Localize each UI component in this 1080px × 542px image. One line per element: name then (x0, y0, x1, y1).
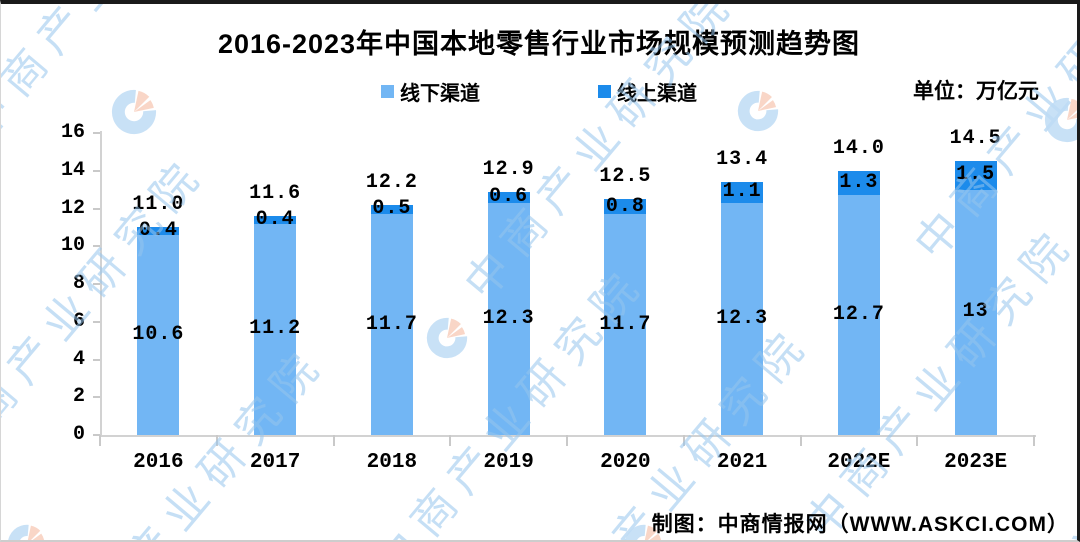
bar-segment-offline (954, 189, 997, 435)
bar-offline-value-label: 11.7 (365, 312, 418, 336)
bar-segment-offline (721, 202, 764, 435)
y-tick-label: 8 (72, 272, 85, 295)
x-tick (215, 435, 218, 446)
y-tick-label: 0 (72, 423, 85, 446)
y-tick-label: 14 (60, 158, 85, 182)
y-tick-label: 16 (60, 121, 85, 144)
bar-total-label: 11.0 (132, 193, 185, 217)
bar-total-label: 11.6 (249, 182, 302, 206)
x-tick (449, 435, 452, 446)
bar-total-label: 12.2 (365, 170, 418, 194)
bar-segment-offline (487, 202, 530, 435)
bar-online-value-label: 1.3 (839, 171, 879, 195)
y-tick-label: 12 (60, 196, 85, 220)
y-tick-label: 2 (72, 385, 85, 409)
y-tick (93, 169, 100, 172)
y-tick (93, 283, 100, 285)
bar-total-label: 14.5 (949, 127, 1002, 151)
x-category-label: 2020 (600, 451, 651, 474)
y-tick (93, 358, 100, 361)
bar-offline-value-label: 12.3 (482, 306, 535, 330)
bar-segment-online (721, 182, 764, 203)
legend: 线下渠道 线上渠道 (1, 77, 1077, 106)
bar-online-value-label: 0.4 (138, 219, 178, 243)
y-tick-label: 4 (72, 347, 85, 371)
bar-segment-offline (837, 195, 880, 435)
y-tick-label: 10 (60, 234, 85, 258)
bar-total-label: 14.0 (832, 136, 885, 160)
bar-segment-online (254, 216, 297, 224)
y-tick (93, 320, 100, 323)
bar-total-label: 12.5 (599, 165, 652, 189)
y-tick (93, 245, 100, 248)
unit-label: 单位：万亿元 (913, 80, 1039, 103)
legend-item-online: 线上渠道 (598, 77, 697, 106)
bar-segment-online (370, 204, 413, 215)
bar-segment-offline (604, 214, 647, 435)
x-tick (1033, 435, 1035, 446)
footer-credit: 制图：中商情报网（WWW.ASKCI.COM） (651, 513, 1069, 536)
legend-label: 线下渠道 (400, 83, 480, 105)
bar-offline-value-label: 12.7 (832, 303, 885, 327)
bar-segment-offline (137, 234, 180, 435)
x-tick (682, 435, 685, 446)
legend-label: 线上渠道 (617, 83, 697, 105)
plot-area: 0 2 4 6 8 10 12 14 16 11.0 0.4 10.6 2016 11.6 0.4 11.2 2… (1, 4, 1077, 540)
x-tick (566, 435, 568, 446)
x-category-label: 2016 (133, 451, 184, 474)
y-tick-label: 6 (72, 309, 85, 333)
bar-offline-value-label: 11.7 (599, 312, 652, 336)
y-tick (93, 434, 100, 436)
bar-online-value-label: 1.1 (722, 180, 762, 204)
legend-swatch-offline-icon (381, 85, 394, 98)
bar-offline-value-label: 10.6 (132, 322, 185, 346)
legend-swatch-online-icon (598, 85, 611, 98)
bar-online-value-label: 0.8 (605, 194, 645, 218)
bar-online-value-label: 1.5 (956, 163, 996, 187)
bar-total-label: 13.4 (716, 148, 769, 172)
legend-item-offline: 线下渠道 (381, 77, 480, 106)
bar-online-value-label: 0.6 (489, 185, 529, 209)
bar-segment-offline (254, 223, 297, 435)
x-tick (916, 435, 919, 446)
y-tick (93, 207, 100, 210)
bar-segment-offline (370, 214, 413, 435)
bar-offline-value-label: 11.2 (249, 317, 302, 341)
bar-offline-value-label: 12.3 (716, 306, 769, 330)
bar-online-value-label: 0.5 (372, 197, 412, 221)
chart-title: 2016-2023年中国本地零售行业市场规模预测趋势图 (217, 29, 861, 59)
bar-total-label: 12.9 (482, 157, 535, 181)
x-tick (332, 435, 335, 446)
bar-online-value-label: 0.4 (255, 207, 295, 231)
bar-offline-value-label: 13 (962, 300, 989, 324)
x-category-label: 2019 (483, 451, 534, 474)
x-category-label: 2018 (366, 451, 418, 474)
x-category-label: 2017 (249, 451, 301, 474)
bar-segment-online (837, 170, 880, 196)
y-tick (93, 396, 100, 399)
bar-segment-online (137, 227, 180, 235)
bar-segment-online (487, 191, 530, 203)
bar-segment-online (954, 161, 997, 190)
x-tick (99, 435, 101, 446)
x-axis-line (100, 435, 1036, 437)
x-category-label: 2022E (827, 451, 891, 474)
y-axis-line (100, 131, 102, 437)
x-tick (799, 435, 802, 446)
x-category-label: 2021 (716, 451, 768, 474)
bar-segment-online (604, 199, 647, 215)
y-tick (93, 132, 100, 134)
x-category-label: 2023E (944, 451, 1008, 474)
